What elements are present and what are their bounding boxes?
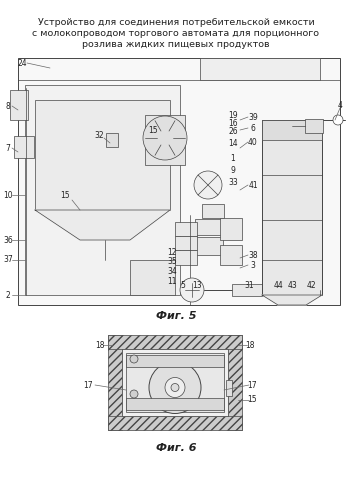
Bar <box>14 136 34 158</box>
Text: 18: 18 <box>95 340 105 349</box>
Circle shape <box>194 171 222 199</box>
Bar <box>220 218 242 240</box>
Bar <box>25 85 180 295</box>
Bar <box>10 90 28 120</box>
Text: розлива жидких пищевых продуктов: розлива жидких пищевых продуктов <box>82 39 270 48</box>
Text: 33: 33 <box>228 178 238 187</box>
Text: Фиг. 5: Фиг. 5 <box>156 311 196 321</box>
Text: 44: 44 <box>273 280 283 289</box>
Bar <box>126 398 224 410</box>
Text: 26: 26 <box>228 127 238 136</box>
Bar <box>145 115 185 165</box>
Circle shape <box>180 278 204 302</box>
Text: 4: 4 <box>337 100 342 109</box>
Text: 8: 8 <box>6 101 10 110</box>
Polygon shape <box>262 295 322 305</box>
Circle shape <box>333 115 343 125</box>
Bar <box>305 119 323 133</box>
Text: 18: 18 <box>245 340 255 349</box>
Bar <box>228 335 242 430</box>
Text: 41: 41 <box>248 181 258 190</box>
Bar <box>200 58 320 80</box>
Text: 39: 39 <box>248 112 258 121</box>
Bar <box>130 260 175 295</box>
Bar <box>108 416 242 430</box>
Text: 15: 15 <box>148 126 158 135</box>
Text: 13: 13 <box>192 280 202 289</box>
Bar <box>126 355 224 367</box>
Text: 35: 35 <box>167 257 177 266</box>
Text: 10: 10 <box>3 191 13 200</box>
Text: 17: 17 <box>247 381 257 390</box>
Bar <box>35 100 170 210</box>
Text: 40: 40 <box>248 138 258 147</box>
Bar <box>108 335 242 349</box>
Bar <box>226 380 232 396</box>
Bar <box>195 237 223 255</box>
Text: 7: 7 <box>6 144 11 153</box>
Text: 17: 17 <box>83 381 93 390</box>
Text: 38: 38 <box>248 250 258 259</box>
Circle shape <box>130 390 138 398</box>
Text: 6: 6 <box>251 123 256 133</box>
Text: 42: 42 <box>306 280 316 289</box>
Text: 2: 2 <box>6 290 10 299</box>
Text: 19: 19 <box>228 110 238 119</box>
Bar <box>202 204 224 218</box>
Bar <box>195 219 223 235</box>
Text: 12: 12 <box>167 248 177 256</box>
Text: 43: 43 <box>288 280 298 289</box>
Circle shape <box>171 384 179 392</box>
Bar <box>175 250 197 265</box>
Bar <box>232 284 264 296</box>
Text: 15: 15 <box>247 396 257 405</box>
Circle shape <box>143 116 187 160</box>
Bar <box>108 335 122 430</box>
Bar <box>122 349 228 416</box>
Text: Устройство для соединения потребительской емкости: Устройство для соединения потребительско… <box>38 17 315 26</box>
Bar <box>126 353 224 412</box>
Circle shape <box>149 361 201 414</box>
Bar <box>220 245 242 265</box>
Bar <box>106 133 118 147</box>
Text: 14: 14 <box>228 139 238 148</box>
Text: 16: 16 <box>228 118 238 128</box>
Text: 15: 15 <box>60 191 70 200</box>
Polygon shape <box>35 210 170 240</box>
Text: 36: 36 <box>3 236 13 245</box>
Text: 32: 32 <box>94 131 104 140</box>
Text: 5: 5 <box>181 280 185 289</box>
Bar <box>262 120 322 140</box>
Circle shape <box>130 355 138 363</box>
Bar <box>175 222 197 236</box>
Text: 11: 11 <box>167 277 177 286</box>
Circle shape <box>165 378 185 398</box>
Text: с молокопроводом торгового автомата для порционного: с молокопроводом торгового автомата для … <box>32 28 319 37</box>
Text: 24: 24 <box>17 58 27 67</box>
Bar <box>18 58 340 305</box>
Text: Фиг. 6: Фиг. 6 <box>156 443 196 453</box>
Text: 34: 34 <box>167 267 177 276</box>
Text: 3: 3 <box>251 260 256 269</box>
Text: 9: 9 <box>231 166 235 175</box>
Text: 1: 1 <box>231 154 235 163</box>
Bar <box>262 120 322 295</box>
Text: 37: 37 <box>3 255 13 264</box>
Bar <box>175 236 197 250</box>
Text: 31: 31 <box>244 280 254 289</box>
